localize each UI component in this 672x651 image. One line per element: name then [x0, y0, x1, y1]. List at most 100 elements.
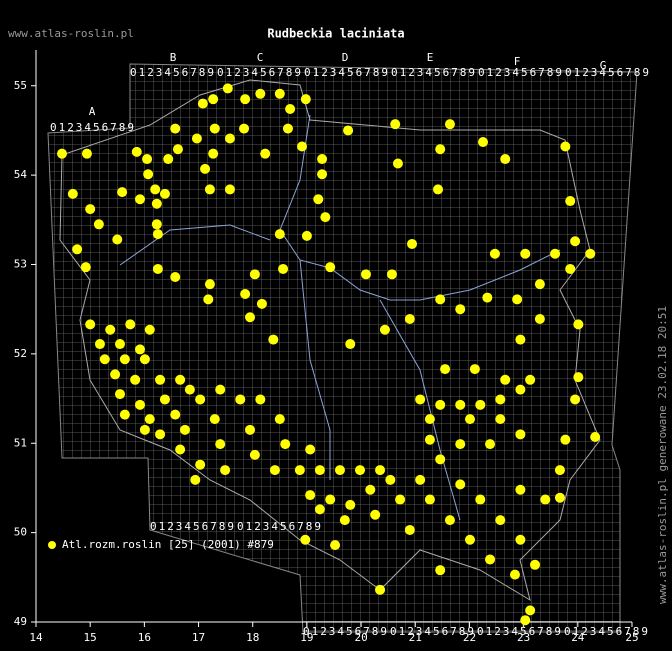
- occurrence-dot: [424, 414, 435, 425]
- grid-digits: 0123456789: [478, 66, 562, 79]
- x-tick-label: 20: [354, 631, 367, 644]
- occurrence-dot: [282, 123, 293, 134]
- occurrence-dot: [170, 272, 181, 283]
- occurrence-dot: [222, 83, 233, 94]
- occurrence-dot: [143, 169, 154, 180]
- grid-letter: G: [600, 59, 607, 72]
- occurrence-dot: [245, 312, 256, 323]
- occurrence-dot: [330, 540, 341, 551]
- occurrence-dot: [195, 459, 206, 470]
- occurrence-dot: [534, 279, 545, 290]
- occurrence-dot: [139, 424, 150, 435]
- grid-letter: E: [427, 51, 434, 64]
- grid-digits: 0123456789: [477, 625, 561, 638]
- river: [119, 114, 561, 521]
- occurrence-dot: [191, 133, 202, 144]
- occurrence-dot: [485, 554, 496, 565]
- occurrence-dot: [365, 484, 376, 495]
- occurrence-dot: [142, 154, 153, 165]
- occurrence-dot: [249, 269, 260, 280]
- occurrence-dot: [301, 230, 312, 241]
- occurrence-dot: [278, 263, 289, 274]
- occurrence-dot: [495, 414, 506, 425]
- occurrence-dot: [175, 374, 186, 385]
- occurrence-dot: [314, 504, 325, 515]
- occurrence-dot: [117, 187, 128, 198]
- occurrence-dot: [135, 344, 146, 355]
- grid-digits: 0123456789: [391, 66, 475, 79]
- occurrence-dot: [255, 88, 266, 99]
- occurrence-dot: [184, 384, 195, 395]
- x-tick-label: 15: [84, 631, 97, 644]
- occurrence-dot: [415, 394, 426, 405]
- occurrence-dot: [130, 374, 141, 385]
- occurrence-dot: [208, 148, 219, 159]
- occurrence-dot: [334, 465, 345, 476]
- y-tick-label: 53: [14, 258, 27, 271]
- occurrence-dot: [585, 248, 596, 259]
- occurrence-dot: [314, 465, 325, 476]
- occurrence-dot: [220, 465, 231, 476]
- occurrence-dot: [209, 123, 220, 134]
- occurrence-dot: [444, 515, 455, 526]
- occurrence-dot: [313, 194, 324, 205]
- occurrence-dot: [280, 439, 291, 450]
- occurrence-dot: [464, 414, 475, 425]
- occurrence-dot: [305, 444, 316, 455]
- occurrence-dot: [159, 394, 170, 405]
- y-tick-label: 55: [14, 79, 27, 92]
- occurrence-dot: [152, 229, 163, 240]
- occurrence-dot: [131, 146, 142, 157]
- occurrence-dot: [482, 292, 493, 303]
- grid-digits: 0123456789: [564, 625, 648, 638]
- occurrence-dot: [72, 244, 83, 255]
- occurrence-dot: [172, 144, 183, 155]
- occurrence-dot: [57, 148, 68, 159]
- occurrence-dot: [245, 424, 256, 435]
- occurrence-dot: [139, 354, 150, 365]
- occurrence-dot: [112, 234, 123, 245]
- occurrence-dot: [114, 339, 125, 350]
- occurrence-dot: [99, 354, 110, 365]
- occurrence-dot: [150, 184, 161, 195]
- occurrence-dot: [515, 384, 526, 395]
- occurrence-dot: [525, 374, 536, 385]
- occurrence-dot: [500, 374, 511, 385]
- occurrence-dot: [175, 444, 186, 455]
- occurrence-dot: [204, 184, 215, 195]
- occurrence-dot: [255, 394, 266, 405]
- x-tick-label: 14: [29, 631, 43, 644]
- legend-label: Atl.rozm.roslin [25] (2001) #879: [62, 538, 274, 551]
- occurrence-dot: [119, 354, 130, 365]
- occurrence-dot: [155, 374, 166, 385]
- occurrence-dot: [455, 399, 466, 410]
- occurrence-dot: [144, 414, 155, 425]
- grid-digits: 0123456789: [565, 66, 649, 79]
- occurrence-dot: [163, 154, 174, 165]
- occurrence-dot: [144, 324, 155, 335]
- occurrence-dot: [520, 248, 531, 259]
- occurrence-dot: [67, 188, 78, 199]
- occurrence-dot: [390, 119, 401, 130]
- occurrence-dot: [385, 474, 396, 485]
- occurrence-dot: [500, 154, 511, 165]
- occurrence-dot: [93, 219, 104, 230]
- x-tick-label: 24: [571, 631, 585, 644]
- grid-digits: 0123456789: [130, 66, 214, 79]
- occurrence-dot: [392, 158, 403, 169]
- occurrence-dot: [151, 198, 162, 209]
- map-title: Rudbeckia laciniata: [267, 27, 404, 41]
- occurrence-dot: [224, 133, 235, 144]
- grid-letter: A: [89, 105, 96, 118]
- occurrence-dot: [325, 494, 336, 505]
- occurrence-dot: [570, 394, 581, 405]
- occurrence-dot: [370, 509, 381, 520]
- occurrence-dot: [395, 494, 406, 505]
- occurrence-dot: [440, 364, 451, 375]
- occurrence-dot: [590, 431, 601, 442]
- grid-letter: C: [257, 51, 264, 64]
- occurrence-dot: [119, 409, 130, 420]
- y-tick-label: 49: [14, 615, 27, 628]
- occurrence-dot: [215, 439, 226, 450]
